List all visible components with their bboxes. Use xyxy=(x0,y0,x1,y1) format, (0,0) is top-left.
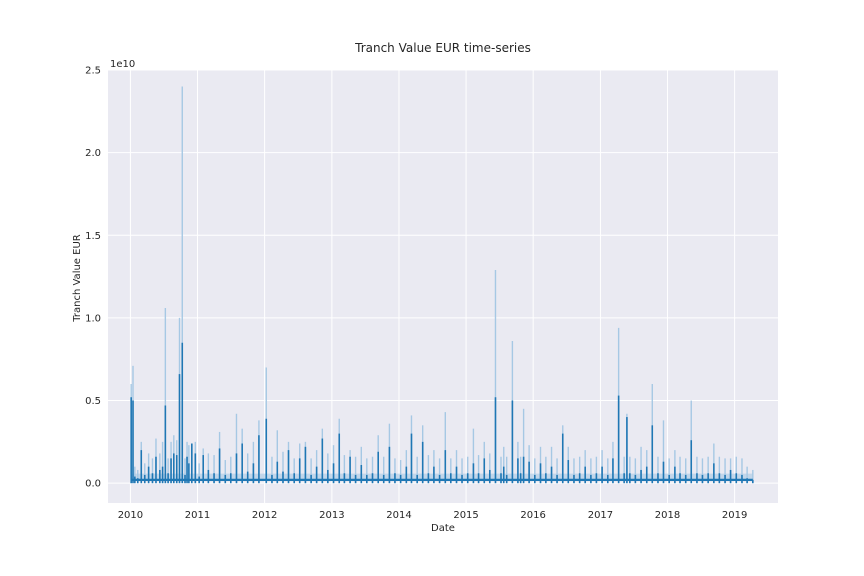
x-tick-label: 2017 xyxy=(588,510,613,521)
y-axis-ticks: 0.0 0.5 1.0 1.5 2.0 2.5 xyxy=(85,66,101,490)
x-axis-ticks: 2010 2011 2012 2013 2014 2015 2016 2017 2018 2019 xyxy=(118,510,748,521)
x-tick-label: 2013 xyxy=(319,510,344,521)
y-tick-label: 1.0 xyxy=(85,313,101,324)
y-tick-label: 2.0 xyxy=(85,148,101,159)
series-line xyxy=(130,342,754,484)
x-axis-label: Date xyxy=(431,523,455,534)
x-tick-label: 2018 xyxy=(655,510,680,521)
x-tick-label: 2014 xyxy=(386,510,411,521)
y-tick-label: 1.5 xyxy=(85,231,101,242)
x-tick-label: 2019 xyxy=(722,510,747,521)
y-offset-label: 1e10 xyxy=(110,59,135,70)
chart-title: Tranch Value EUR time-series xyxy=(354,41,531,55)
y-tick-label: 0.0 xyxy=(85,479,101,490)
x-tick-label: 2016 xyxy=(520,510,545,521)
x-tick-label: 2015 xyxy=(453,510,478,521)
plot-area xyxy=(108,70,778,503)
y-tick-label: 0.5 xyxy=(85,396,101,407)
y-tick-label: 2.5 xyxy=(85,66,101,77)
x-tick-label: 2012 xyxy=(252,510,277,521)
y-axis-label: Tranch Value EUR xyxy=(72,234,83,323)
x-tick-label: 2011 xyxy=(185,510,210,521)
x-tick-label: 2010 xyxy=(118,510,143,521)
